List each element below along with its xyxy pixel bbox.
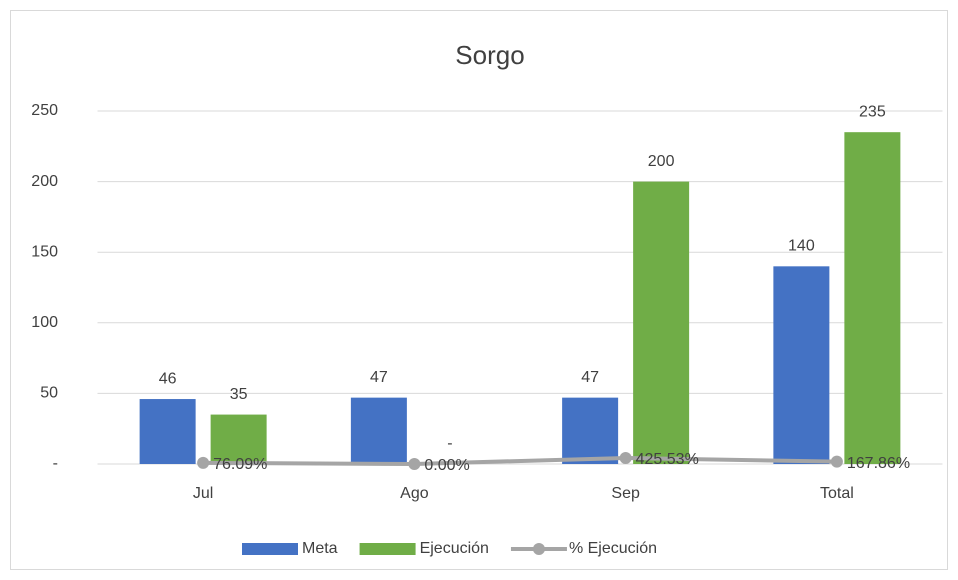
line-marker [408,458,421,470]
bar [210,414,267,464]
legend-label: % Ejecución [569,540,657,557]
data-label: 46 [159,370,177,387]
x-tick-label: Total [820,485,854,502]
y-tick-label: 100 [31,314,58,331]
data-label: 47 [370,369,388,386]
data-label: 200 [648,153,675,170]
x-tick-label: Ago [400,485,429,502]
data-label: 0.00% [424,457,469,474]
data-label: 167.86% [847,455,910,472]
x-tick-label: Jul [193,485,213,502]
bar [139,399,196,464]
data-label: 140 [788,238,815,255]
line [203,455,837,466]
data-label: 47 [581,369,599,386]
y-tick-label: 250 [31,102,58,119]
legend-swatch [532,543,545,555]
data-label: - [447,435,452,452]
bar [350,397,407,464]
bar [773,266,830,464]
bar [633,181,690,464]
x-tick-label: Sep [611,485,640,502]
data-label: 425.53% [636,451,699,468]
data-label: 35 [230,386,248,403]
data-label: 235 [859,103,886,120]
legend-swatch [242,543,298,555]
chart-title: Sorgo [455,40,524,70]
y-tick-label: 200 [31,173,58,190]
data-label: 76.09% [213,456,267,473]
legend-swatch [359,543,416,555]
line-marker [830,455,843,468]
legend-label: Meta [302,540,338,557]
legend-label: Ejecución [420,540,489,557]
bar [844,132,901,464]
bar [562,397,619,464]
line-marker [619,451,632,464]
y-tick-label: 50 [40,385,58,402]
y-tick-label: 150 [31,243,58,260]
line-marker [197,456,210,469]
y-tick-label: - [53,455,58,472]
